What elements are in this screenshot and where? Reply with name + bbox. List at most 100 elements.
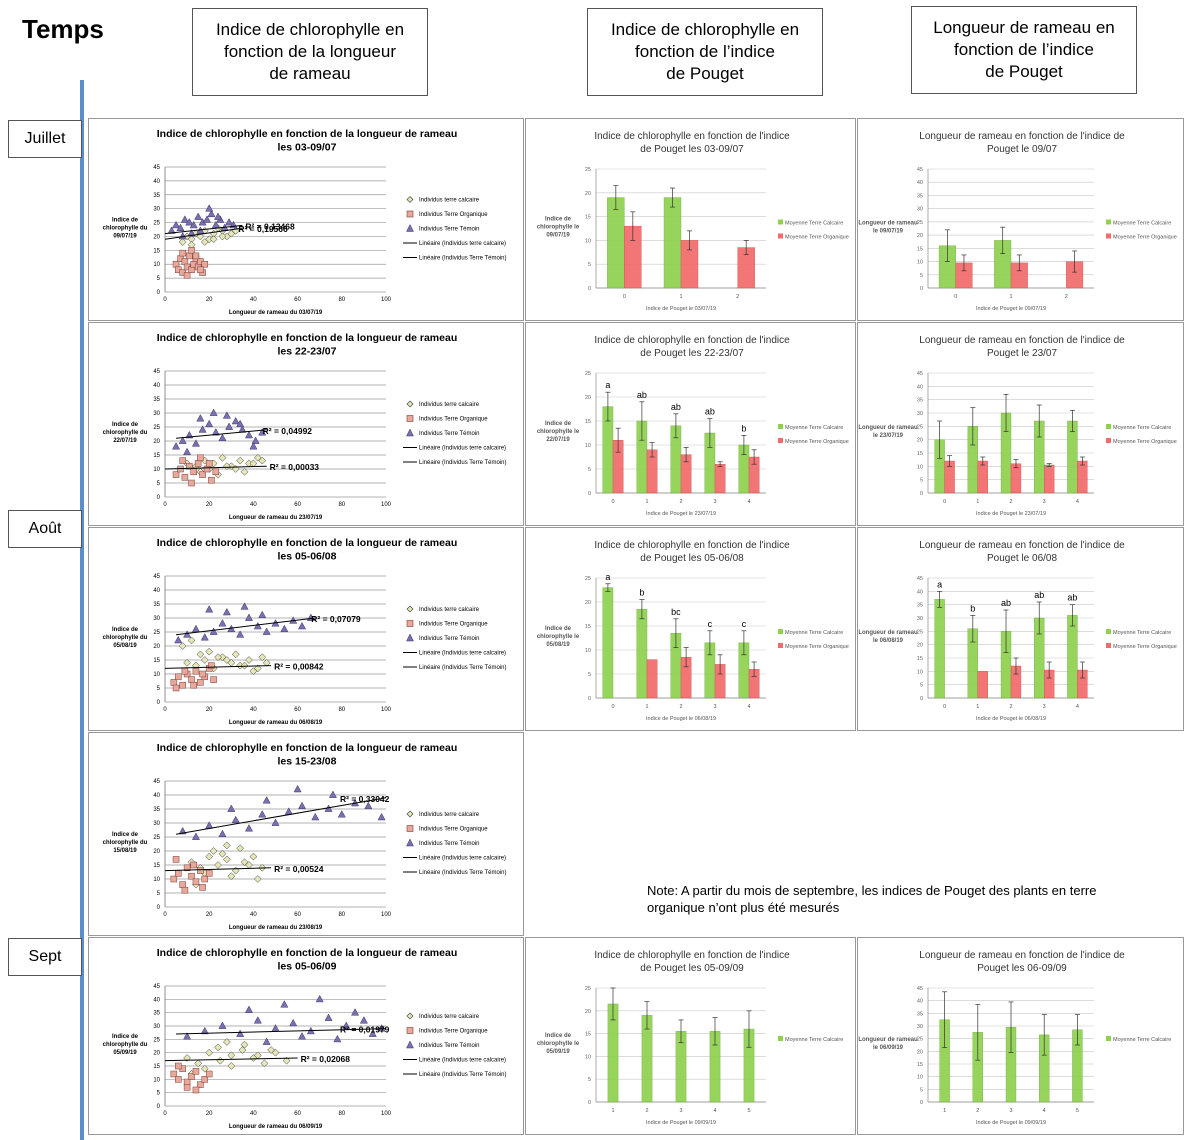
legend-label: Individus Terre Organique <box>419 622 488 628</box>
data-point-calcaire <box>200 656 209 664</box>
data-point-organique <box>201 1076 209 1083</box>
chart-scatter-15-23-08: Indice de chlorophylle en fonction de la… <box>88 732 524 936</box>
data-point-organique <box>197 867 204 874</box>
chart-title: Indice de chlorophylle en fonction de la… <box>157 128 457 154</box>
data-point-temoin <box>227 804 236 812</box>
r-squared-label: R² = 0,01979 <box>340 1025 390 1035</box>
x-tick-label: 0 <box>623 294 626 300</box>
y-tick-label: 20 <box>585 191 591 197</box>
legend-label: Moyenne Terre Organique <box>1113 235 1177 241</box>
data-point-temoin <box>297 621 307 630</box>
data-point-temoin <box>214 212 223 220</box>
y-tick-label: 15 <box>585 215 591 221</box>
y-tick-label: 35 <box>153 602 160 608</box>
legend-label: Moyenne Terre Organique <box>785 235 849 241</box>
y-axis-label: Indice de chlorophylle du 09/07/19 <box>103 218 148 240</box>
legend-marker-square <box>406 210 414 218</box>
data-point-temoin <box>293 784 302 793</box>
chart-title: Longueur de rameau en fonction de l'indi… <box>919 950 1125 974</box>
data-point-temoin <box>205 419 214 428</box>
month-label-aout: Août <box>8 510 82 548</box>
x-tick-label: 4 <box>747 499 750 505</box>
data-point-organique <box>192 667 200 675</box>
data-point-temoin <box>209 408 218 416</box>
legend-label: Individus Terre Organique <box>419 1029 488 1035</box>
y-tick-label: 40 <box>917 589 923 595</box>
data-point-temoin <box>297 1032 307 1040</box>
data-point-organique <box>201 875 209 883</box>
legend-marker-square <box>406 1027 414 1034</box>
trendline <box>164 465 267 470</box>
y-tick-label: 15 <box>153 453 160 459</box>
legend-swatch <box>778 233 783 239</box>
x-tick-label: 2 <box>679 704 682 710</box>
y-tick-label: 25 <box>917 220 923 226</box>
data-point-calcaire <box>249 667 258 676</box>
data-point-temoin <box>236 1029 245 1037</box>
column-header-chlorophylle-pouget: Indice de chlorophylle en fonction de l’… <box>587 8 823 96</box>
x-tick-label: 0 <box>163 1111 167 1117</box>
data-point-organique <box>197 1081 204 1088</box>
data-point-temoin <box>200 633 209 641</box>
data-point-temoin <box>183 447 192 456</box>
y-tick-label: 30 <box>153 207 160 213</box>
chart-title: Indice de chlorophylle en fonction de la… <box>157 947 457 973</box>
data-point-temoin <box>178 436 187 444</box>
y-tick-label: 10 <box>153 467 160 473</box>
y-tick-label: 35 <box>153 193 160 199</box>
chart-scatter-22-23-07: Indice de chlorophylle en fonction de la… <box>88 322 524 526</box>
r-squared-label: R² = 0,07079 <box>311 614 361 624</box>
y-tick-label: 10 <box>585 443 591 449</box>
x-tick-label: 100 <box>381 502 392 508</box>
significance-letter: b <box>741 423 746 433</box>
data-point-calcaire <box>205 852 214 861</box>
data-point-organique <box>172 260 180 268</box>
x-tick-label: 0 <box>163 502 167 508</box>
y-tick-label: 0 <box>920 696 923 702</box>
y-tick-label: 45 <box>153 369 160 375</box>
y-tick-label: 20 <box>153 1051 160 1057</box>
y-tick-label: 0 <box>157 905 161 911</box>
y-tick-label: 15 <box>917 656 923 662</box>
y-tick-label: 20 <box>153 234 160 240</box>
legend-label: Individus Terre Organique <box>419 417 488 423</box>
y-axis-label: Indice de chlorophylle du 05/08/19 <box>103 627 148 649</box>
chart-bar-longueur-pouget-23-07: Longueur de rameau en fonction de l'indi… <box>857 322 1184 526</box>
data-point-calcaire <box>227 1062 236 1070</box>
x-tick-label: 0 <box>943 704 946 710</box>
chart-bar-chloro-pouget-03-09-07: Indice de chlorophylle en fonction de l'… <box>525 118 856 321</box>
bar-organique <box>1010 463 1022 494</box>
y-tick-label: 20 <box>917 1049 923 1055</box>
data-point-temoin <box>333 1034 342 1043</box>
legend-swatch <box>1106 1036 1111 1041</box>
y-tick-label: 40 <box>917 999 923 1005</box>
y-tick-label: 40 <box>153 793 160 799</box>
data-point-organique <box>197 454 204 462</box>
legend-marker-square <box>406 415 414 422</box>
y-tick-label: 10 <box>153 877 160 883</box>
data-point-temoin <box>244 430 254 439</box>
y-tick-label: 5 <box>920 273 923 279</box>
data-point-organique <box>170 679 178 686</box>
significance-letter: b <box>970 603 975 613</box>
data-point-organique <box>172 684 180 692</box>
data-point-temoin <box>218 619 227 627</box>
column-header-longueur-pouget: Longueur de rameau en fonction de l’indi… <box>911 6 1137 94</box>
significance-letter: ab <box>637 390 647 400</box>
data-point-organique <box>172 471 180 478</box>
chart-title: Indice de chlorophylle en fonction de l'… <box>594 540 790 564</box>
y-tick-label: 5 <box>588 672 591 678</box>
y-axis-label: Indice de chlorophylle le 05/08/19 <box>537 626 580 648</box>
y-tick-label: 45 <box>917 576 923 582</box>
legend-label: Moyenne Terre Calcaire <box>1113 1037 1171 1043</box>
legend-label: Linéaire (Individus Terre Témoin) <box>419 665 507 671</box>
legend-marker-triangle <box>406 633 414 642</box>
legend-label: Moyenne Terre Calcaire <box>785 630 843 636</box>
y-axis-label: Indice de chlorophylle du 05/09/19 <box>103 1034 148 1056</box>
significance-letter: b <box>639 588 644 598</box>
y-tick-label: 45 <box>917 167 923 173</box>
data-point-organique <box>181 258 189 265</box>
data-point-temoin <box>289 1018 298 1027</box>
data-point-temoin <box>311 812 320 821</box>
y-axis-label: Indice de chlorophylle le 05/09/19 <box>537 1033 580 1055</box>
